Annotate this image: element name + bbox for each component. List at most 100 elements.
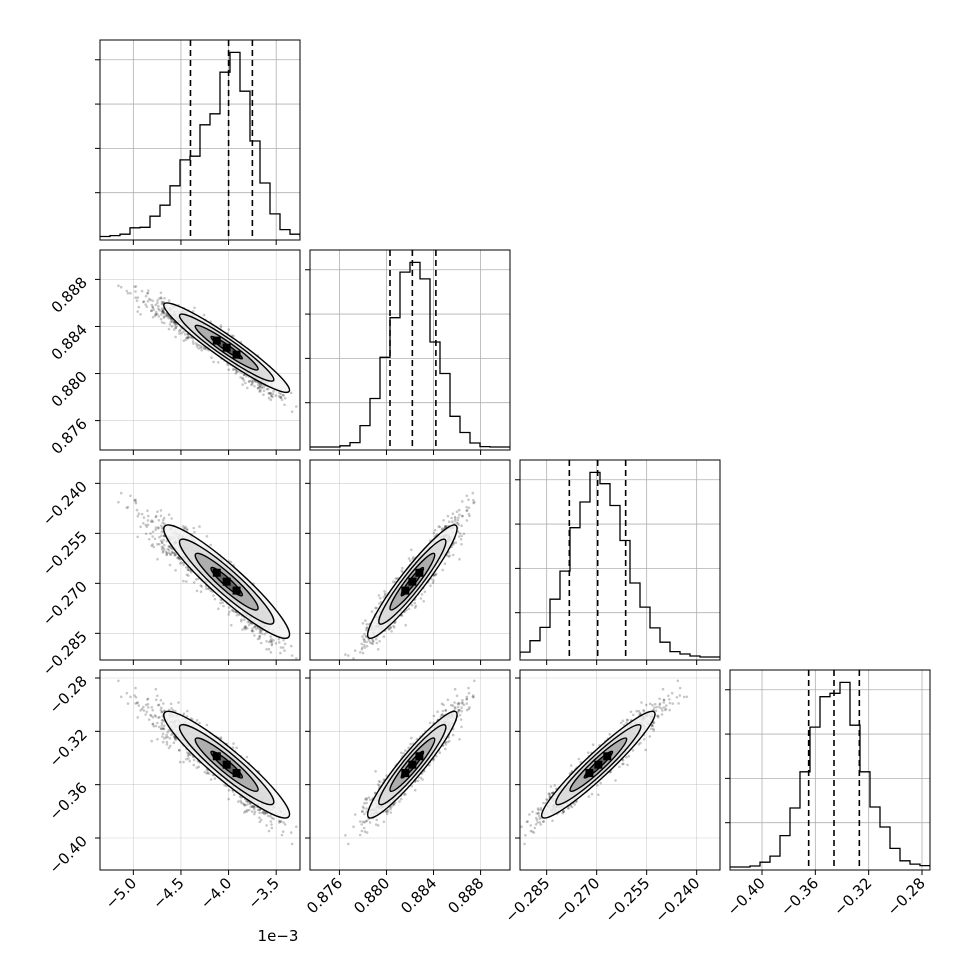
scatter-point [169,320,173,324]
scatter-point [160,302,164,306]
scatter-point [160,321,164,324]
scatter-point [259,630,262,633]
scatter-point [465,519,469,522]
scatter-point [174,326,178,330]
scatter-point [182,339,186,342]
scatter-point [186,568,190,571]
scatter-point [267,392,270,395]
scatter-point [269,635,272,638]
y-tick-label-param-2: 0.876 [48,415,91,458]
scatter-point [379,596,382,600]
panel-content [100,670,300,870]
scatter-point [185,336,188,340]
scatter-point [226,363,229,366]
scatter-point [159,727,163,731]
scatter-point [147,718,151,721]
scatter-point [144,303,147,306]
scatter-point [178,562,182,565]
scatter-point [413,606,417,609]
scatter-point [163,321,166,325]
scatter-point [194,578,198,581]
scatter-point [394,577,397,580]
scatter-point [174,738,177,742]
scatter-point [169,318,173,321]
scatter-point [160,530,164,533]
scatter-point [188,569,191,572]
scatter-point [462,532,466,536]
scatter-point [458,508,461,512]
scatter-point [180,561,183,564]
scatter-point [410,548,413,552]
scatter-point [258,811,261,815]
scatter-point [234,372,238,375]
scatter-point [279,396,283,399]
scatter-point [279,646,283,649]
scatter-point [446,514,450,518]
scatter-point [176,556,179,560]
scatter-point [183,333,187,336]
scatter-point [279,396,283,399]
scatter-point [239,619,243,623]
scatter-point [139,313,142,316]
scatter-point [119,491,123,495]
scatter-point [262,389,266,393]
scatter-point [269,391,272,395]
panel-3-1: −0.285−0.270−0.255−0.240 [39,459,301,679]
scatter-point [181,524,185,528]
scatter-point [191,340,195,343]
scatter-point [235,614,239,617]
axes-frame [309,459,511,661]
scatter-point [269,398,273,401]
scatter-point [166,735,169,739]
scatter-point [198,525,201,528]
scatter-point [295,657,298,660]
scatter-point [361,646,364,649]
scatter-point [274,394,277,397]
scatter-point [279,651,282,655]
scatter-point [271,392,275,395]
scatter-point [382,596,386,599]
scatter-point [245,375,248,378]
scatter-point [302,413,305,416]
y-tick-label-param-3: −0.240 [39,477,91,529]
scatter-point [227,368,230,371]
scatter-point [352,657,355,660]
scatter-point [145,525,149,528]
density-peak-1 [212,336,221,345]
scatter-point [251,805,255,809]
scatter-point [254,380,258,383]
scatter-point [160,719,164,722]
scatter-point [368,641,372,644]
scatter-point [221,601,224,604]
scatter-point [170,707,173,710]
scatter-point [279,395,282,399]
scatter-point [253,626,256,629]
scatter-point [119,285,123,289]
scatter-point [210,356,213,359]
scatter-point [283,397,287,400]
scatter-point [117,679,120,683]
scatter-point [365,626,368,630]
scatter-point [251,630,255,633]
scatter-point [253,812,256,816]
scatter-point [178,332,181,335]
scatter-point [456,522,460,525]
scatter-point [160,297,163,300]
scatter-point [173,323,176,327]
scatter-point [156,510,159,513]
scatter-point [157,297,161,300]
scatter-point [361,622,365,625]
scatter-point [219,601,222,605]
scatter-point [246,803,249,806]
scatter-point [139,709,142,712]
scatter-point [169,545,172,549]
scatter-point [167,729,170,732]
scatter-point [186,333,189,336]
scatter-point [156,721,159,725]
scatter-point [171,320,174,323]
scatter-point [186,337,190,340]
scatter-point [270,394,274,398]
scatter-point [182,563,185,567]
scatter-point [174,737,177,740]
scatter-point [261,811,264,814]
